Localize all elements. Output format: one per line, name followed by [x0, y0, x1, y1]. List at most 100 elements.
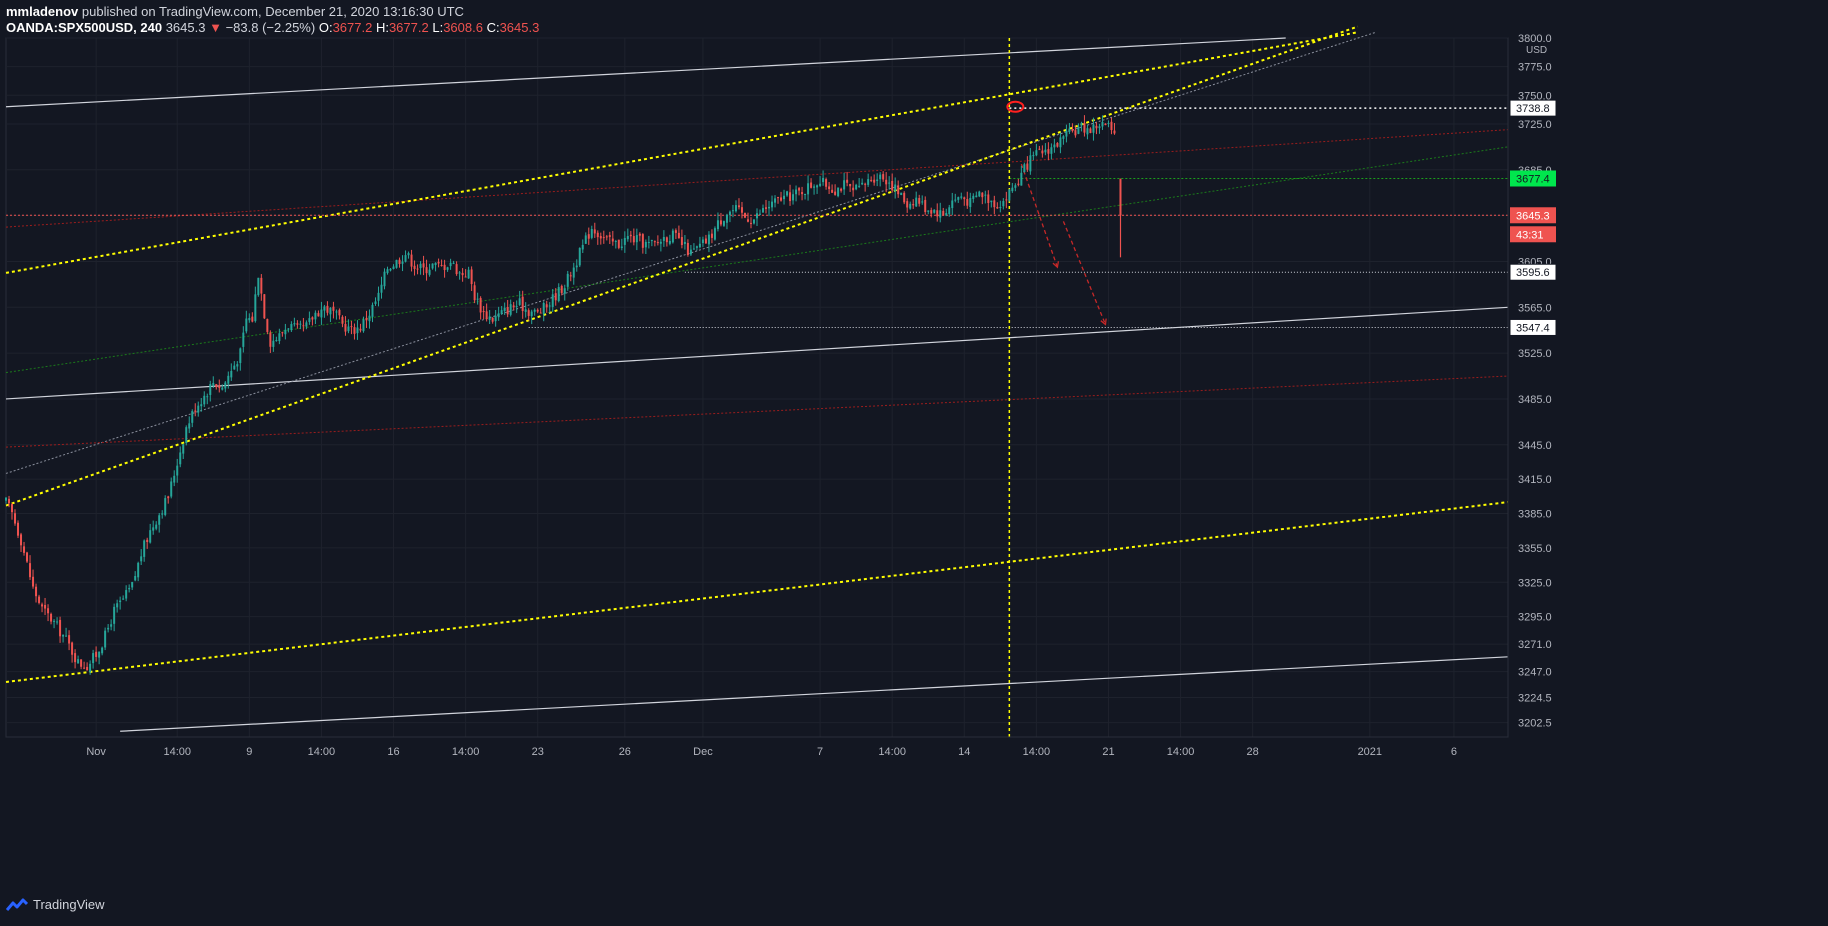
candle-body — [662, 237, 665, 241]
candle-body — [257, 277, 260, 296]
candle — [804, 193, 807, 200]
candle — [344, 316, 347, 336]
candle — [215, 384, 218, 390]
candle — [32, 569, 35, 589]
candle — [641, 233, 644, 254]
yellow-channel-top-line — [5, 31, 1358, 274]
candle — [35, 583, 38, 603]
candle-body — [993, 200, 996, 208]
candle — [957, 196, 960, 203]
candle-body — [876, 179, 879, 181]
candle-body — [143, 540, 146, 557]
candle-body — [470, 269, 473, 285]
candle — [554, 288, 557, 306]
candle — [323, 304, 326, 318]
red-dotted-lower-line — [5, 375, 1509, 448]
candle-body — [804, 193, 807, 195]
price-axis-label: 3775.0 — [1518, 62, 1552, 74]
candle-body — [308, 318, 311, 322]
candle-body — [954, 199, 957, 201]
candle-body — [92, 653, 95, 664]
candle — [311, 316, 314, 326]
candle-body — [566, 273, 569, 287]
candle-body — [176, 465, 179, 476]
last-price: 3645.3 — [165, 20, 206, 35]
candle-body — [1011, 187, 1014, 192]
candle — [341, 315, 344, 328]
symbol-label[interactable]: OANDA:SPX500USD, 240 — [6, 20, 163, 35]
candle — [722, 220, 725, 227]
candle-body — [419, 263, 422, 269]
candle-body — [837, 187, 840, 197]
candle-body — [524, 309, 527, 312]
candle-body — [395, 259, 398, 268]
candle — [548, 302, 551, 314]
candle-body — [347, 326, 350, 332]
candle — [470, 266, 473, 292]
candle-body — [344, 323, 347, 332]
candle-body — [665, 237, 668, 243]
candle-body — [731, 210, 734, 212]
candle-body — [852, 187, 855, 191]
price-change: −83.8 (−2.25%) — [225, 20, 316, 35]
candle — [891, 173, 894, 193]
candle — [1077, 123, 1080, 135]
candle — [86, 662, 89, 671]
candle-body — [473, 285, 476, 301]
candle — [320, 301, 323, 325]
candle-body — [356, 327, 359, 334]
candle — [164, 495, 167, 517]
candle — [326, 301, 329, 316]
candle-body — [864, 183, 867, 185]
candle — [780, 191, 783, 202]
price-axis-label: 3385.0 — [1518, 509, 1552, 521]
candle-body — [428, 269, 431, 275]
candle — [704, 234, 707, 244]
candle-body — [659, 241, 662, 244]
candle-body — [215, 384, 218, 388]
candle — [275, 336, 278, 342]
candle-body — [942, 210, 945, 216]
candle — [545, 300, 548, 313]
author-name[interactable]: mmladenov — [6, 4, 79, 19]
candle — [281, 331, 284, 337]
brand-label[interactable]: TradingView — [33, 897, 105, 912]
currency-label: USD — [1526, 45, 1547, 56]
candle-body — [903, 192, 906, 203]
candle — [756, 208, 758, 226]
publish-info: mmladenov published on TradingView.com, … — [6, 4, 539, 20]
candle — [861, 178, 864, 186]
candle — [491, 317, 494, 324]
candle — [1071, 123, 1074, 133]
candle — [512, 301, 515, 311]
candle — [179, 446, 182, 468]
candle — [831, 184, 834, 194]
candle-body — [792, 194, 795, 201]
candle-body — [834, 191, 837, 195]
candle-body — [671, 230, 674, 243]
candle — [566, 270, 569, 291]
candle-body — [584, 235, 587, 244]
publish-text: published on TradingView.com, December 2… — [81, 4, 464, 19]
candle-body — [1056, 142, 1059, 147]
candle — [500, 306, 503, 315]
candle-body — [987, 194, 990, 203]
candle — [107, 624, 110, 633]
candle — [392, 264, 395, 270]
candle-body — [780, 197, 783, 201]
candle-body — [789, 192, 792, 202]
candle — [762, 204, 765, 213]
candle-body — [626, 236, 629, 240]
candle — [110, 619, 113, 631]
candle — [314, 310, 317, 325]
candle — [221, 384, 224, 391]
candle-body — [263, 294, 266, 319]
candle — [248, 313, 251, 323]
candle — [203, 391, 206, 407]
candle-body — [882, 174, 885, 180]
candle-body — [536, 309, 539, 312]
candle — [242, 326, 245, 353]
plot-frame — [5, 37, 1509, 738]
time-axis-label: 2021 — [1358, 746, 1382, 758]
